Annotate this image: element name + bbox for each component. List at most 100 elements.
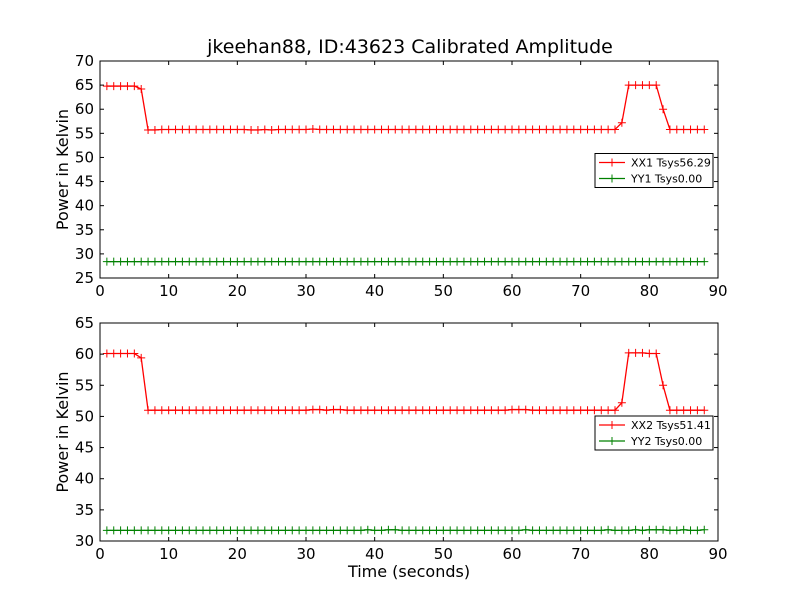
data-point [700,125,709,134]
legend-entry: XX1 Tsys56.29 [599,157,711,170]
data-point [521,405,530,414]
data-point [267,125,276,134]
data-point [583,406,592,415]
data-point [439,406,448,415]
data-point [212,526,221,535]
data-point [288,125,297,134]
data-point [411,257,420,266]
data-point [137,353,146,362]
data-point [123,257,132,266]
data-point [604,257,613,266]
data-point [597,526,606,535]
data-point [384,406,393,415]
data-point [446,125,455,134]
y-tick-label: 60 [75,345,94,363]
data-point [521,125,530,134]
data-point [672,406,681,415]
plot-frame [99,60,719,279]
data-point [569,125,578,134]
subplot-1: 0 10 20 30 40 50 60 70 80 90 25 30 35 40 45 50 55 60 65 70 P… [53,52,728,300]
data-point [631,348,640,357]
data-point [693,257,702,266]
data-point [645,81,654,90]
data-point [240,125,249,134]
data-point [508,257,516,266]
subplot-2: 0 10 20 30 40 50 60 70 80 90 30 35 40 45 50 55 60 65 Power… [53,314,728,581]
x-tick-label: 30 [296,545,315,563]
data-point [514,405,523,414]
data-point [109,257,118,266]
data-point [199,257,207,266]
data-point [459,406,468,415]
data-point [418,406,427,415]
data-point [665,526,674,535]
y-tick-label: 65 [75,76,94,94]
data-point [480,526,489,535]
series-2-1 [102,348,709,415]
x-tick-label: 50 [434,545,453,563]
data-point [391,406,400,415]
data-point [700,406,709,415]
x-tick-label: 30 [296,282,315,300]
data-point [219,257,228,266]
data-point [363,257,372,266]
x-tick-label: 60 [502,282,521,300]
data-point [350,125,359,134]
data-point [315,257,324,266]
data-point [350,406,359,415]
y-tick-label: 55 [75,376,94,394]
data-point [391,525,400,534]
data-point [398,406,407,415]
data-point [377,125,386,134]
y-tick-label: 40 [75,470,94,488]
data-point [212,406,221,415]
data-point [514,125,523,134]
data-point [672,125,681,134]
data-point [446,406,455,415]
data-point [521,525,530,534]
data-point [205,125,214,134]
data-point [363,125,372,134]
y-tick-label: 35 [75,501,94,519]
x-tick-label: 10 [159,545,178,563]
data-point [322,125,331,134]
data-point [302,406,310,415]
data-point [521,257,530,266]
data-point [439,526,448,535]
data-point [405,406,413,415]
data-point [370,125,379,134]
data-point [562,526,571,535]
data-point [356,257,365,266]
data-point [542,125,551,134]
data-point [315,405,324,414]
legend-label: YY2 Tsys0.00 [630,435,702,448]
data-point [645,525,654,534]
data-point [700,257,709,266]
data-point [604,525,613,534]
data-point [411,125,420,134]
data-point [253,125,262,134]
data-point [123,82,132,91]
data-point [617,398,626,407]
x-tick-label: 70 [571,282,590,300]
data-point [363,406,372,415]
data-point [508,125,516,134]
data-point [528,257,537,266]
data-point [185,526,194,535]
data-point [370,257,379,266]
data-point [315,125,324,134]
data-point [336,405,345,414]
data-point [617,526,626,535]
data-point [453,125,462,134]
data-point [281,257,290,266]
data-point [308,124,317,133]
data-point [569,406,578,415]
data-point [631,257,640,266]
data-point [116,349,125,358]
data-point [494,406,503,415]
data-point [645,257,654,266]
data-point [302,125,310,134]
data-point [157,125,166,134]
y-tick-label: 40 [75,197,94,215]
data-point [130,526,139,535]
